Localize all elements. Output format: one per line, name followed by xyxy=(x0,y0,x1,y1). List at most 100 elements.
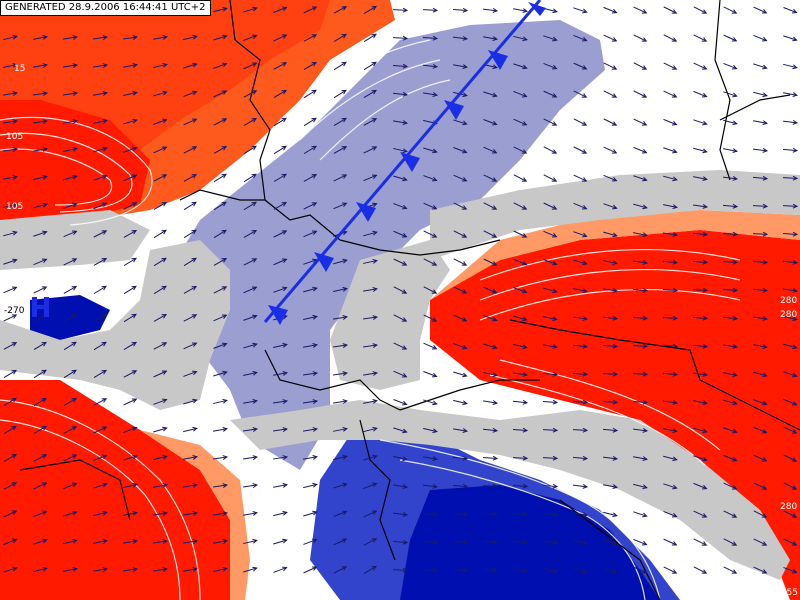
wind-arrow xyxy=(93,369,108,378)
wind-arrow xyxy=(363,33,377,43)
wind-arrow xyxy=(183,62,198,69)
wind-arrow xyxy=(753,316,769,321)
wind-arrow xyxy=(333,510,348,517)
wind-arrow xyxy=(243,34,258,41)
wind-arrow xyxy=(153,146,168,154)
label-left-105b: 105 xyxy=(6,202,24,212)
wind-arrow xyxy=(213,173,227,183)
wind-arrow xyxy=(273,117,287,127)
wind-arrow xyxy=(603,34,618,42)
wind-arrow xyxy=(2,119,19,124)
warm-edge-bottom-left xyxy=(140,430,250,600)
wind-arrow xyxy=(243,314,258,321)
wind-arrow xyxy=(123,63,138,68)
wind-arrow xyxy=(753,6,768,14)
wind-arrow xyxy=(363,230,378,237)
wind-arrow xyxy=(363,426,378,433)
wind-arrow xyxy=(333,174,348,182)
wind-arrow xyxy=(183,257,197,267)
wind-arrow xyxy=(633,34,648,42)
wind-arrow xyxy=(363,565,378,574)
wind-arrow xyxy=(3,230,18,237)
wind-arrow xyxy=(93,341,107,351)
wind-arrow xyxy=(153,285,167,295)
wind-arrow xyxy=(243,173,257,183)
wind-arrow xyxy=(63,91,79,96)
wind-arrow xyxy=(93,146,108,153)
wind-arrow xyxy=(92,35,109,40)
wind-arrow xyxy=(63,313,77,323)
wind-arrow xyxy=(153,174,168,182)
wind-arrow xyxy=(723,119,738,126)
wind-arrow xyxy=(752,287,769,293)
wind-arrow xyxy=(273,6,288,13)
wind-arrow xyxy=(453,286,468,294)
wind-arrow xyxy=(183,229,197,239)
wind-arrow xyxy=(3,258,18,265)
wind-arrow xyxy=(243,538,258,545)
wind-arrow xyxy=(512,399,529,405)
wind-arrow xyxy=(753,120,768,125)
wind-arrow xyxy=(633,456,648,462)
wind-arrow xyxy=(543,118,558,126)
wind-arrow xyxy=(333,538,348,546)
wind-arrow xyxy=(182,511,199,516)
wind-arrow xyxy=(123,482,138,489)
wind-arrow xyxy=(123,118,138,125)
wind-arrow xyxy=(363,174,378,182)
wind-arrow xyxy=(183,483,199,488)
wind-arrow xyxy=(662,287,679,293)
wind-arrow xyxy=(303,454,318,460)
wind-arrow xyxy=(63,258,78,266)
wind-arrow xyxy=(33,119,49,124)
wind-arrow xyxy=(213,257,228,266)
wind-arrow xyxy=(243,342,258,349)
wind-arrow xyxy=(273,483,288,488)
wind-arrow xyxy=(513,230,528,238)
wind-arrow xyxy=(243,258,258,266)
wind-arrow xyxy=(453,230,468,238)
wind-arrow xyxy=(722,259,739,265)
wind-arrow xyxy=(423,371,438,378)
wind-arrow xyxy=(723,34,738,42)
wind-arrow xyxy=(33,258,48,266)
wind-arrow xyxy=(393,120,409,125)
cold-front-triangle xyxy=(488,50,508,70)
wind-arrow xyxy=(422,7,439,13)
wind-arrow xyxy=(663,428,678,434)
wind-arrow xyxy=(513,372,529,377)
wind-arrow xyxy=(243,145,257,155)
wind-arrow xyxy=(123,174,138,182)
wind-arrow xyxy=(512,511,529,517)
wind-arrow xyxy=(93,91,108,96)
wind-arrow xyxy=(363,89,377,99)
wind-arrow xyxy=(513,146,528,154)
wind-arrow xyxy=(603,146,618,154)
wind-arrow xyxy=(692,259,709,265)
wind-arrow xyxy=(123,539,139,544)
wind-arrow xyxy=(183,342,198,350)
wind-arrow xyxy=(122,567,139,572)
wind-arrow xyxy=(722,176,739,181)
wind-arrow xyxy=(3,538,18,546)
wind-arrow xyxy=(153,342,168,350)
wind-arrow xyxy=(213,34,228,41)
wind-arrow xyxy=(273,510,288,517)
wind-arrow xyxy=(303,230,318,238)
wind-arrow xyxy=(363,146,378,154)
wind-arrow xyxy=(483,343,498,350)
wind-arrow xyxy=(33,147,49,152)
wind-arrow xyxy=(783,92,798,97)
wind-arrow xyxy=(213,62,228,69)
wind-arrow xyxy=(453,258,468,266)
wind-arrow xyxy=(63,510,78,517)
cold-front-triangle xyxy=(268,305,288,325)
wind-arrow xyxy=(363,371,379,376)
wind-arrow xyxy=(183,539,199,544)
wind-arrow xyxy=(512,483,529,489)
wind-arrow xyxy=(693,147,708,154)
wind-arrow xyxy=(93,398,108,406)
wind-arrow xyxy=(603,260,618,266)
wind-arrow xyxy=(452,483,469,489)
wind-arrow xyxy=(513,568,529,573)
